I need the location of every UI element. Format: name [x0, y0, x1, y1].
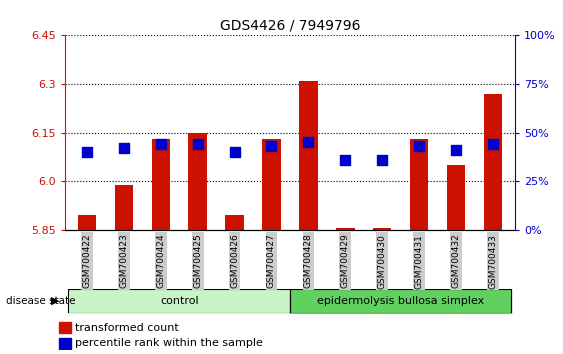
Bar [59, 338, 71, 349]
Text: control: control [160, 296, 199, 306]
Text: transformed count: transformed count [75, 322, 179, 332]
Text: GSM700425: GSM700425 [193, 234, 202, 289]
Point [119, 145, 128, 151]
Point [489, 142, 498, 147]
Text: GSM700427: GSM700427 [267, 234, 276, 289]
Text: GSM700424: GSM700424 [156, 234, 165, 288]
Text: percentile rank within the sample: percentile rank within the sample [75, 338, 263, 348]
Bar [151, 139, 170, 230]
Text: GSM700432: GSM700432 [452, 234, 461, 289]
Bar [69, 289, 290, 313]
Point [82, 149, 91, 155]
Text: GSM700428: GSM700428 [304, 234, 313, 289]
Bar [484, 94, 502, 230]
Text: GSM700433: GSM700433 [489, 234, 498, 289]
Text: epidermolysis bullosa simplex: epidermolysis bullosa simplex [317, 296, 484, 306]
Bar [78, 216, 96, 230]
Bar [447, 165, 465, 230]
Point [341, 157, 350, 163]
Point [378, 157, 387, 163]
Text: GSM700426: GSM700426 [230, 234, 239, 289]
Bar [189, 133, 207, 230]
Bar [373, 228, 391, 230]
Text: GSM700422: GSM700422 [82, 234, 91, 288]
Bar [290, 289, 511, 313]
Bar [115, 185, 133, 230]
Bar [410, 139, 428, 230]
Text: GSM700430: GSM700430 [378, 234, 387, 289]
Point [230, 149, 239, 155]
Bar [59, 322, 71, 333]
Bar [225, 216, 244, 230]
Text: ▶: ▶ [51, 296, 59, 306]
Bar [262, 139, 281, 230]
Point [193, 142, 202, 147]
Text: GSM700423: GSM700423 [119, 234, 128, 289]
Point [267, 144, 276, 149]
Bar [336, 228, 355, 230]
Point [415, 144, 424, 149]
Point [304, 139, 313, 145]
Text: GSM700431: GSM700431 [415, 234, 424, 289]
Point [452, 147, 461, 153]
Text: GSM700429: GSM700429 [341, 234, 350, 289]
Title: GDS4426 / 7949796: GDS4426 / 7949796 [220, 19, 360, 33]
Point [156, 142, 165, 147]
Bar [299, 81, 318, 230]
Text: disease state: disease state [6, 296, 75, 306]
